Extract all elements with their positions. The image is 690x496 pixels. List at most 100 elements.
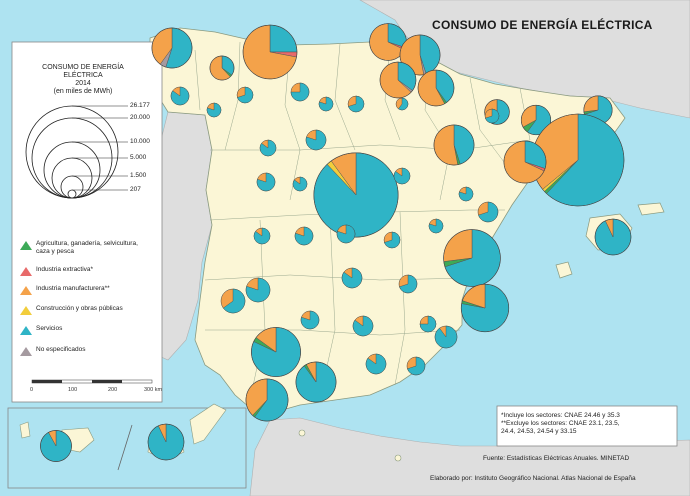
legend-item-label: No especificados	[36, 346, 86, 353]
pie-chart	[395, 97, 409, 111]
melilla	[394, 454, 402, 462]
pie-chart	[242, 24, 298, 80]
pie-slice-servicios	[399, 274, 418, 294]
legend-title: CONSUMO DE ENERGÍA ELÉCTRICA 2014 (en mi…	[20, 64, 146, 96]
pie-chart	[245, 277, 271, 303]
sector-notes: *Incluye los sectores: CNAE 24.46 y 35.3…	[501, 412, 671, 436]
pie-chart	[256, 172, 276, 192]
ibiza-island	[555, 261, 573, 279]
pie-chart	[398, 274, 418, 294]
pie-slice-servicios	[393, 167, 411, 185]
scale-tick: 200	[108, 387, 118, 393]
pie-outline	[484, 99, 510, 125]
pie-outline	[503, 140, 547, 184]
triangle-swatch-icon	[20, 241, 32, 250]
pie-chart	[365, 353, 387, 375]
legend-box	[11, 41, 163, 403]
pie-slice-servicios	[223, 288, 246, 314]
scale-tick: 0	[30, 387, 34, 393]
pie-outline	[147, 423, 185, 461]
pie-chart	[379, 61, 417, 99]
legend-title-line: (en miles de MWh)	[53, 88, 113, 95]
legend-title-line: ELÉCTRICA	[63, 72, 103, 79]
pie-slice-servicios	[305, 129, 327, 151]
pie-slice-servicios	[292, 176, 308, 192]
legend-item-label: Industria manufacturera**	[36, 285, 110, 292]
pie-slice-servicios	[419, 315, 437, 333]
pie-chart	[220, 288, 246, 314]
pie-chart	[484, 108, 500, 124]
pie-chart	[290, 82, 310, 102]
size-legend	[25, 105, 128, 199]
pie-chart	[251, 327, 301, 377]
pie-chart	[428, 218, 444, 234]
pie-outline	[242, 24, 298, 80]
pie-outline	[251, 327, 301, 377]
pie-slice-servicios	[253, 227, 271, 245]
pie-outline	[433, 124, 475, 166]
pie-slice-servicios	[341, 267, 363, 289]
fuerteventura-island	[189, 403, 227, 445]
note-line: **Excluye los sectores: CNAE 23.1, 23.5,	[501, 420, 620, 427]
size-label-5000: 5.000	[130, 154, 147, 161]
triangle-swatch-icon	[20, 306, 32, 315]
source-line: Fuente: Estadísticas Eléctricas Anuales.…	[483, 455, 630, 462]
pie-slice-servicios	[434, 325, 458, 349]
pie-chart	[347, 95, 365, 113]
pie-chart	[236, 86, 254, 104]
note-box	[496, 405, 678, 447]
pie-chart	[305, 129, 327, 151]
pie-slice-servicios	[290, 82, 310, 102]
credit-line: Elaborado por: Instituto Geográfico Naci…	[430, 475, 636, 482]
pie-slice-servicios	[352, 315, 374, 337]
pie-chart	[259, 139, 277, 157]
pie-outline	[295, 361, 337, 403]
scale-tick: 100	[68, 387, 78, 393]
pie-slice-servicios	[294, 226, 314, 246]
inset-divider	[117, 424, 133, 471]
pie-chart	[443, 229, 501, 287]
pie-chart	[406, 356, 426, 376]
pie-slice-servicios	[398, 97, 409, 111]
pie-chart	[300, 310, 320, 330]
pie-outline	[417, 69, 455, 107]
pie-slice-servicios	[318, 96, 334, 112]
triangle-swatch-icon	[20, 347, 32, 356]
pie-chart	[417, 69, 455, 107]
pie-chart	[151, 27, 193, 69]
triangle-swatch-icon	[20, 326, 32, 335]
size-label-10000: 10.000	[130, 138, 150, 145]
pie-slice-servicios	[256, 172, 276, 192]
triangle-swatch-icon	[20, 267, 32, 276]
pie-slice-servicios	[237, 86, 254, 104]
pie-slice-servicios	[478, 201, 499, 223]
ceuta	[298, 429, 306, 437]
legend-item-no-especificados: No especificados	[20, 346, 146, 356]
pie-chart	[433, 124, 475, 166]
pie-chart	[313, 152, 399, 238]
triangle-swatch-icon	[20, 286, 32, 295]
pie-slice-servicios	[336, 224, 356, 244]
pie-chart	[419, 315, 437, 333]
legend-item-extractiva: Industria extractiva*	[20, 266, 146, 276]
pie-slice-servicios	[428, 218, 444, 234]
note-line: *Incluye los sectores: CNAE 24.46 y 35.3	[501, 412, 620, 419]
pie-outline	[443, 229, 501, 287]
pie-chart	[294, 226, 314, 246]
pie-slice-servicios	[170, 86, 190, 106]
legend-item-label: Agricultura, ganadería, selvicultura, ca…	[36, 240, 138, 255]
legend-item-construccion: Construcción y obras públicas	[20, 305, 146, 315]
menorca-island	[637, 202, 665, 216]
note-line: 24.4, 24.53, 24.54 y 33.15	[501, 428, 577, 435]
legend-title-line: CONSUMO DE ENERGÍA	[42, 64, 124, 71]
la-palma-island	[19, 421, 31, 439]
pie-chart	[336, 224, 356, 244]
pie-chart	[341, 267, 363, 289]
pie-chart	[318, 96, 334, 112]
pie-chart	[253, 227, 271, 245]
pie-outline	[399, 34, 441, 76]
legend-item-agricultura: Agricultura, ganadería, selvicultura, ca…	[20, 240, 146, 255]
pie-chart	[352, 315, 374, 337]
pie-outline	[40, 430, 72, 462]
pie-chart	[170, 86, 190, 106]
